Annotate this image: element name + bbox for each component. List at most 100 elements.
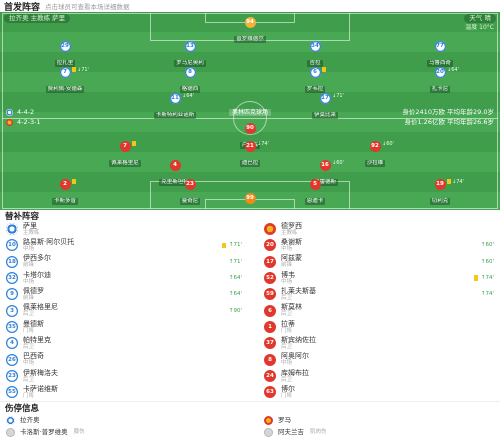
player-number: 92 — [369, 140, 381, 152]
player-name: 罗马尼奥利 — [174, 60, 206, 67]
player-number: 17 — [319, 92, 331, 104]
sub-player-row[interactable]: 8 阿奥阿尔 中场 — [264, 351, 494, 367]
away-player[interactable]: 92 沙拉维 ↓60' — [335, 140, 415, 167]
player-name: 拉扎里 — [54, 60, 76, 67]
sub-player-row[interactable]: 24 库姆布拉 后卫 — [264, 368, 494, 384]
player-number: 18 — [6, 255, 18, 268]
player-number: 6 — [309, 66, 321, 78]
player-name: 普罗维德尔 — [234, 36, 266, 43]
sub-player-position: 后卫 — [281, 376, 293, 383]
substitution-event: ↓74' — [257, 140, 269, 147]
home-player[interactable]: 7 费利佩·安德森 ↓71' — [25, 66, 105, 93]
sub-player-row[interactable]: 52 博韦 中场 ↑74' — [264, 270, 494, 286]
away-player[interactable]: 23 曼奇尼 — [150, 178, 230, 205]
sub-player-row[interactable]: 26 巴西奇 中场 — [6, 351, 242, 367]
home-player[interactable]: 8 格德西 — [150, 66, 230, 93]
sub-player-name: 路易斯·阿尔贝托 — [23, 238, 75, 247]
player-number: 5 — [309, 178, 321, 190]
away-subs-column: 德罗西 主教练 20 桑谢斯 中场 ↑60' 17 阿兹蒙 前锋 ↑60' 52 博韦 中场 ↑74' 59… — [250, 221, 500, 401]
injuries-title: 伤停信息 — [0, 401, 500, 414]
team-badge-icon — [264, 415, 273, 425]
away-player[interactable]: 90卢卡库 — [210, 122, 290, 149]
injury-team-row[interactable]: 罗马 — [264, 414, 494, 426]
player-name: 帕雷德斯 — [311, 179, 338, 186]
away-player[interactable]: 7 佩莱格里尼 — [85, 140, 165, 167]
injury-row[interactable]: 卡洛斯·普罗维奥 膝伤 — [6, 426, 242, 438]
player-number: 8 — [264, 353, 276, 366]
substitution-event: ↓71' — [332, 92, 344, 99]
yellow-card-icon — [132, 140, 136, 146]
home-player[interactable]: 11 卡斯特利亚诺斯 ↓64' — [135, 92, 215, 119]
sub-player-position: 后卫 — [23, 343, 35, 350]
sub-player-row[interactable]: 17 阿兹蒙 前锋 ↑60' — [264, 254, 494, 270]
player-number: 3 — [6, 304, 18, 317]
sub-player-row[interactable]: 32 卡塔尔迪 中场 ↑64' — [6, 270, 242, 286]
player-number: 23 — [6, 369, 18, 382]
sub-player-row[interactable]: 59 扎莱夫斯基 后卫 ↑74' — [264, 286, 494, 302]
sub-player-position: 中场 — [23, 360, 35, 367]
away-player[interactable]: 19 切利克 ↓74' — [400, 178, 480, 205]
home-player[interactable]: 94 普罗维德尔 — [210, 16, 290, 43]
sub-player-row[interactable]: 55 卡萨诺维斯 门将 — [6, 384, 242, 400]
sub-player-position: 后卫 — [23, 376, 35, 383]
sub-player-info: 阿奥阿尔 中场 — [281, 352, 309, 367]
sub-player-name: 曼德斯 — [23, 319, 44, 328]
sub-player-row[interactable]: 1 拉蒂 门将 — [264, 319, 494, 335]
player-number: 4 — [6, 337, 18, 350]
home-player[interactable]: 77 马鲁西奇 — [400, 40, 480, 67]
away-player[interactable]: 2 卡斯多普 — [25, 178, 105, 205]
injury-row[interactable]: 阿夫兰吉 肌肉伤 — [264, 426, 494, 438]
sub-player-row[interactable]: 10 路易斯·阿尔贝托 中场 ↑71' — [6, 237, 242, 253]
sub-player-position: 后卫 — [281, 343, 293, 350]
sub-player-row[interactable]: 23 伊斯梅洛夫 后卫 — [6, 368, 242, 384]
home-player[interactable]: 6 罗韦拉 — [275, 66, 355, 93]
player-number: 24 — [264, 369, 276, 382]
coach-row[interactable]: 德罗西 主教练 — [264, 221, 494, 237]
home-coach-label: 拉齐奥 主教练 萨里 — [4, 14, 71, 23]
sub-player-name: 阿奥阿尔 — [281, 352, 309, 361]
away-player[interactable]: 16 帕雷德斯 ↓60' — [285, 159, 365, 186]
away-player[interactable]: 21 迪巴拉 ↓74' — [210, 140, 290, 167]
sub-player-name: 博韦 — [281, 270, 295, 279]
sub-player-row[interactable]: 18 伊西多尔 前锋 ↑71' — [6, 254, 242, 270]
player-number: 23 — [184, 178, 196, 190]
sub-player-row[interactable]: 9 佩德罗 前锋 ↑64' — [6, 286, 242, 302]
away-player[interactable]: 5 恩迪卡 — [275, 178, 355, 205]
sub-player-info: 桑谢斯 中场 — [281, 238, 302, 253]
sub-player-row[interactable]: 37 斯宾纳佐拉 后卫 — [264, 335, 494, 351]
away-player[interactable]: 4 克里斯坦特 — [135, 159, 215, 186]
away-injuries-column: 罗马 阿夫兰吉 肌肉伤 — [250, 414, 500, 440]
player-name: 迪巴拉 — [239, 160, 261, 167]
player-number: 7 — [59, 66, 71, 78]
sub-player-info: 库姆布拉 后卫 — [281, 369, 309, 384]
team-badge-icon — [264, 223, 276, 236]
player-name: 曼奇尼 — [179, 198, 201, 205]
sub-player-row[interactable]: 4 帕特里克 后卫 — [6, 335, 242, 351]
home-player[interactable]: 29 拉扎里 — [25, 40, 105, 67]
coach-row[interactable]: 萨里 主教练 — [6, 221, 242, 237]
sub-player-row[interactable]: 6 斯莫林 后卫 — [264, 302, 494, 318]
away-player[interactable]: 99斯维拉尔 — [210, 192, 290, 211]
sub-player-row[interactable]: 20 桑谢斯 中场 ↑60' — [264, 237, 494, 253]
sub-player-row[interactable]: 3 佩莱格里尼 后卫 ↑90' — [6, 302, 242, 318]
home-player[interactable]: 17 伊莫比莱 ↓71' — [285, 92, 365, 119]
weather-label: 天气 晴 — [464, 14, 496, 23]
sub-player-row[interactable]: 35 曼德斯 门将 — [6, 319, 242, 335]
player-number: 35 — [6, 320, 18, 333]
player-number: 1 — [264, 320, 276, 333]
player-number: 99 — [244, 192, 256, 204]
sub-player-row[interactable]: 63 博尔 门将 — [264, 384, 494, 400]
player-number: 13 — [184, 40, 196, 52]
home-player[interactable]: 20 扎卡尼 ↓64' — [400, 66, 480, 93]
substitution-event: ↓71' — [77, 66, 89, 73]
sub-player-position: 门将 — [281, 392, 293, 399]
home-player[interactable]: 13 罗马尼奥利 — [150, 40, 230, 67]
away-formation: 4-2-3-1 — [17, 118, 41, 126]
lineup-header: 首发阵容 点击球员可查看本场详细数据 — [0, 0, 500, 13]
sub-player-name: 卡萨诺维斯 — [23, 384, 58, 393]
injury-team-row[interactable]: 拉齐奥 — [6, 414, 242, 426]
home-player[interactable]: 34 吉拉 — [275, 40, 355, 67]
sub-player-name: 佩德罗 — [23, 287, 44, 296]
player-name: 切利克 — [429, 198, 451, 205]
player-name: 伊莫比莱 — [311, 112, 338, 119]
